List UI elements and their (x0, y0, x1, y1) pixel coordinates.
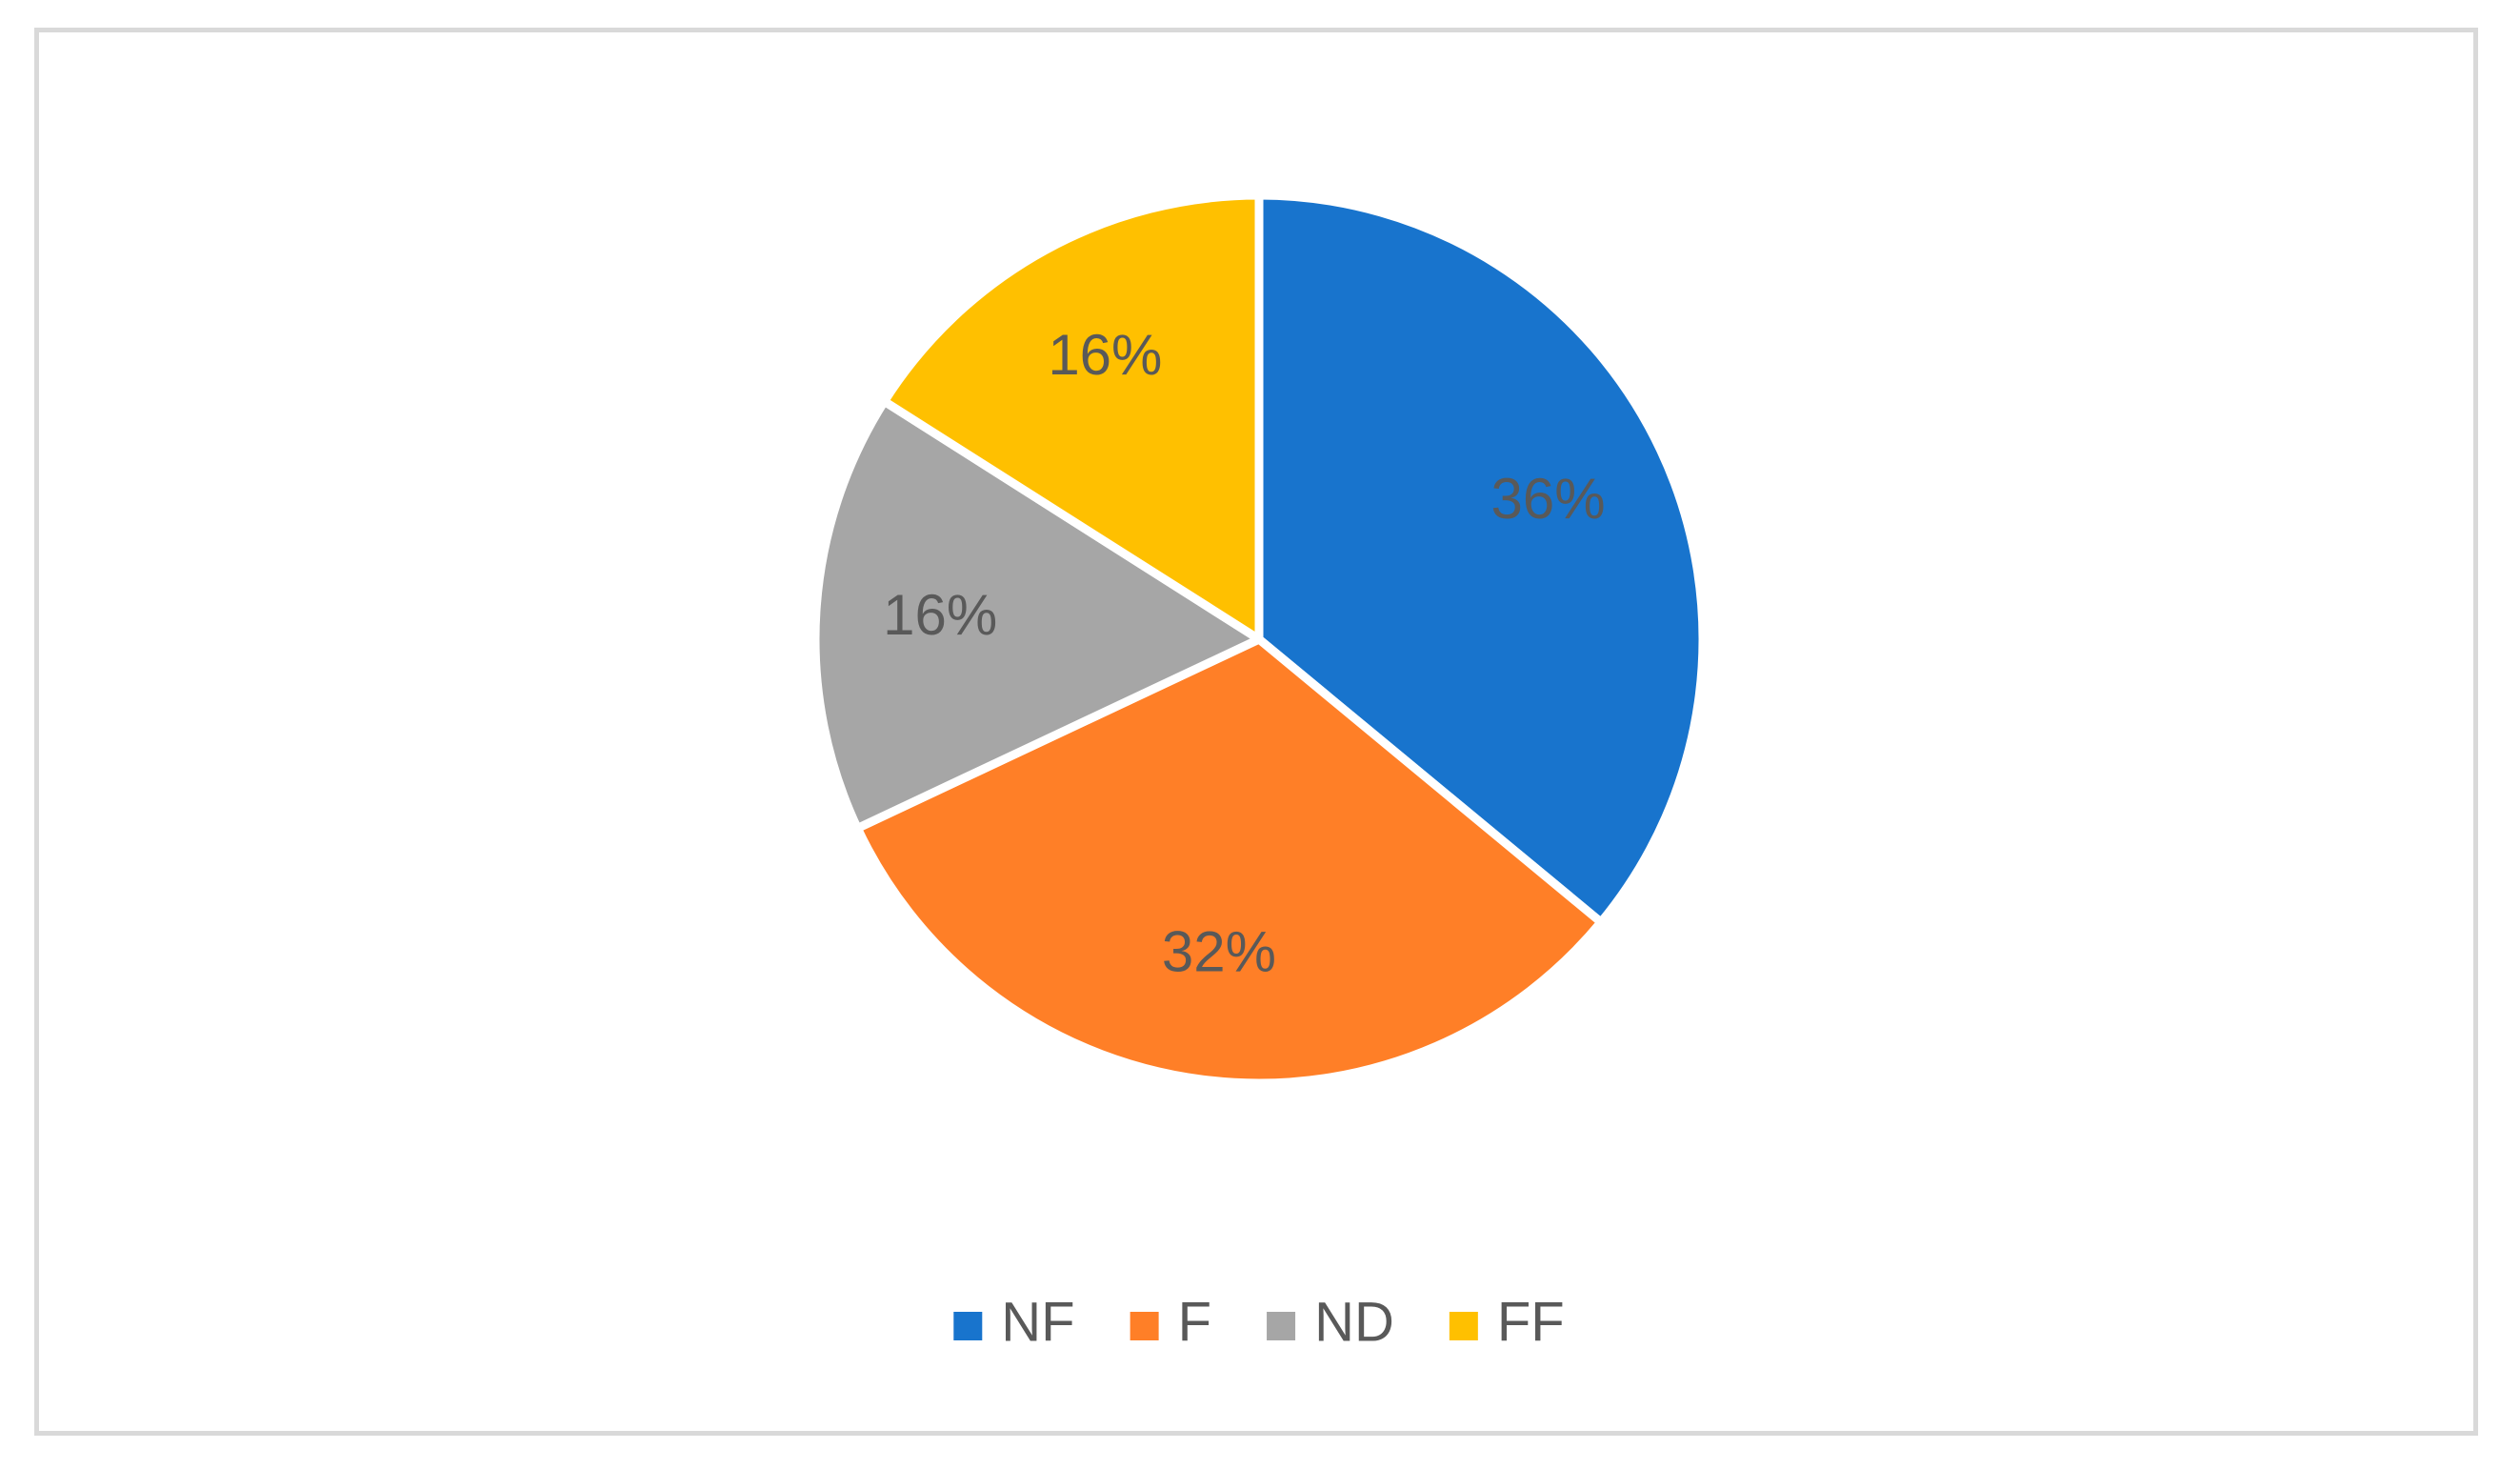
legend-label-nf: NF (1001, 1291, 1074, 1353)
data-label-f: 32% (1162, 920, 1276, 984)
pie-slices (810, 191, 1708, 1088)
legend-swatch-ff (1449, 1312, 1478, 1340)
legend: NF F ND FF (953, 1291, 1565, 1353)
legend-item-f: F (1130, 1291, 1211, 1353)
data-label-ff: 16% (1048, 323, 1162, 387)
pie-slice-f (852, 634, 1606, 1088)
legend-item-nf: NF (953, 1291, 1075, 1353)
legend-swatch-nf (953, 1312, 983, 1340)
data-label-nf: 36% (1491, 467, 1606, 531)
legend-label-ff: FF (1497, 1291, 1565, 1353)
legend-item-ff: FF (1449, 1291, 1565, 1353)
data-label-nd: 16% (883, 583, 997, 647)
pie-slice-nd (810, 396, 1264, 833)
legend-label-nd: ND (1314, 1291, 1394, 1353)
legend-label-f: F (1178, 1291, 1211, 1353)
pie-slice-ff (880, 191, 1264, 644)
pie-slice-nf (1254, 191, 1708, 927)
data-labels: 36% 32% 16% 16% (883, 323, 1606, 984)
legend-item-nd: ND (1267, 1291, 1394, 1353)
legend-swatch-nd (1267, 1312, 1296, 1340)
legend-swatch-f (1130, 1312, 1159, 1340)
